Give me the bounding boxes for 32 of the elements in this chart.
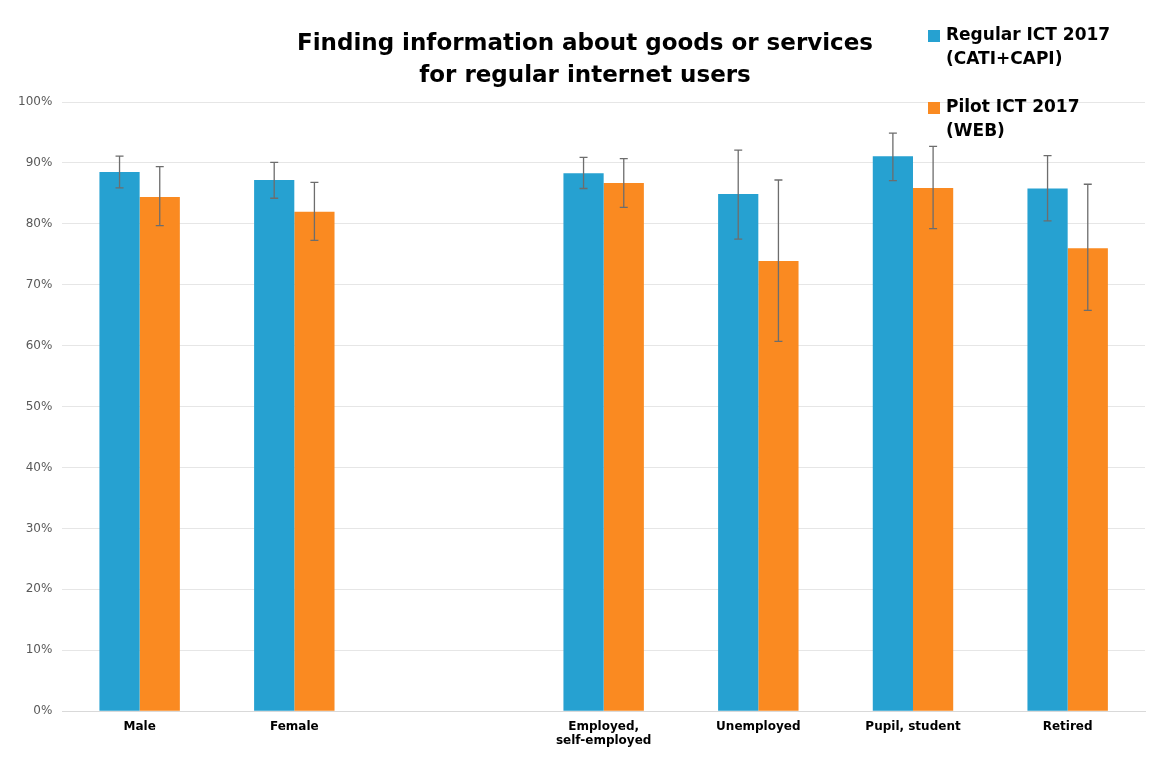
y-tick-label: 80% <box>25 215 53 230</box>
x-tick-label: Retired <box>1042 718 1093 733</box>
bar <box>563 173 604 711</box>
y-tick-label: 0% <box>33 703 53 718</box>
x-tick-label: Male <box>123 718 156 733</box>
bar <box>99 172 140 711</box>
bar <box>254 179 295 711</box>
bar <box>912 187 954 711</box>
chart-title: Finding information about goods or services for regular internet users <box>296 28 874 87</box>
y-tick-label: 30% <box>25 520 53 535</box>
y-tick-label: 40% <box>25 459 53 474</box>
bar <box>603 183 644 711</box>
y-tick-label: 50% <box>25 398 53 413</box>
x-tick-label: Pupil, student <box>865 718 961 733</box>
y-tick-label: 10% <box>25 642 53 657</box>
x-tick-label: Unemployed <box>716 718 801 733</box>
y-tick-label: 60% <box>25 337 53 352</box>
x-tick-label: Female <box>269 718 319 733</box>
bar <box>758 261 799 711</box>
legend-label: Regular ICT 2017 (CATI+CAPI) <box>946 24 1111 69</box>
bar <box>294 211 335 711</box>
bar <box>718 193 759 711</box>
bar <box>872 156 913 711</box>
y-tick-label: 90% <box>25 155 53 170</box>
legend-label: Pilot ICT 2017 (WEB) <box>946 96 1080 141</box>
y-tick-label: 100% <box>17 94 53 109</box>
y-tick-label: 20% <box>25 581 53 596</box>
y-tick-label: 70% <box>25 276 53 291</box>
bar <box>1027 188 1068 711</box>
bar <box>1067 248 1108 711</box>
bar <box>139 197 180 711</box>
x-tick-label: Employed, self-employed <box>555 718 652 747</box>
